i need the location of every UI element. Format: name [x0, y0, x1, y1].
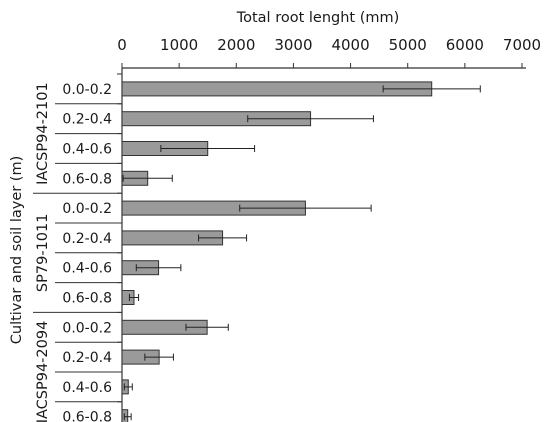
error-bar [123, 413, 132, 421]
x-tick-label: 2000 [217, 36, 255, 54]
group-label: IACSP94-2101 [35, 82, 51, 185]
category-label: 0.6-0.8 [62, 410, 112, 422]
error-bar [185, 323, 229, 331]
x-tick-label: 5000 [389, 36, 427, 54]
category-label: 0.2-0.4 [62, 112, 112, 128]
x-tick-label: 0 [117, 36, 127, 54]
category-label: 0.4-0.6 [62, 261, 112, 277]
x-tick-label: 7000 [503, 36, 541, 54]
bars [121, 81, 433, 422]
x-axis-title: Total root lenght (mm) [236, 10, 400, 26]
category-label: 0.0-0.2 [62, 82, 112, 98]
group-label-wrap: IACSP94-2101 [35, 82, 51, 185]
error-bar [239, 204, 372, 212]
group-label: SP79-1011 [35, 214, 51, 293]
error-bar [198, 234, 248, 242]
x-tick-label: 3000 [274, 36, 312, 54]
y-axis [117, 68, 123, 422]
group-separators [33, 103, 122, 403]
category-label: 0.4-0.6 [62, 142, 112, 158]
group-label: IACSP94-2094 [35, 321, 51, 422]
error-bar [135, 264, 182, 272]
error-bar [247, 115, 374, 123]
error-bars [122, 85, 481, 421]
x-tick-label: 4000 [331, 36, 369, 54]
category-label: 0.2-0.4 [62, 350, 112, 366]
error-bar [128, 294, 140, 301]
error-bar [123, 383, 133, 391]
group-label-wrap: SP79-1011 [35, 214, 51, 293]
group-label-wrap: IACSP94-2094 [35, 321, 51, 422]
error-bar [122, 174, 173, 182]
category-labels: 0.0-0.2 0.2-0.4 0.4-0.6 0.6-0.8 0.0-0.2 0.2-0… [62, 82, 112, 422]
error-bar [160, 145, 256, 152]
category-label: 0.4-0.6 [62, 380, 112, 396]
error-bar [144, 353, 174, 361]
x-tick-label: 6000 [446, 36, 484, 54]
category-label: 0.6-0.8 [62, 171, 112, 187]
x-tick-label: 1000 [160, 36, 198, 54]
category-label: 0.0-0.2 [62, 320, 112, 336]
group-labels: IACSP94-2101 SP79-1011 IACSP94-2094 [35, 82, 51, 422]
category-label: 0.0-0.2 [62, 201, 112, 217]
y-axis-title: Cultivar and soil layer (m) [9, 156, 25, 345]
error-bar [382, 85, 481, 93]
category-label: 0.2-0.4 [62, 231, 112, 247]
category-label: 0.6-0.8 [62, 291, 112, 307]
bar [121, 409, 129, 422]
x-axis: 0 1000 2000 3000 4000 5000 6000 7000 [117, 36, 541, 69]
